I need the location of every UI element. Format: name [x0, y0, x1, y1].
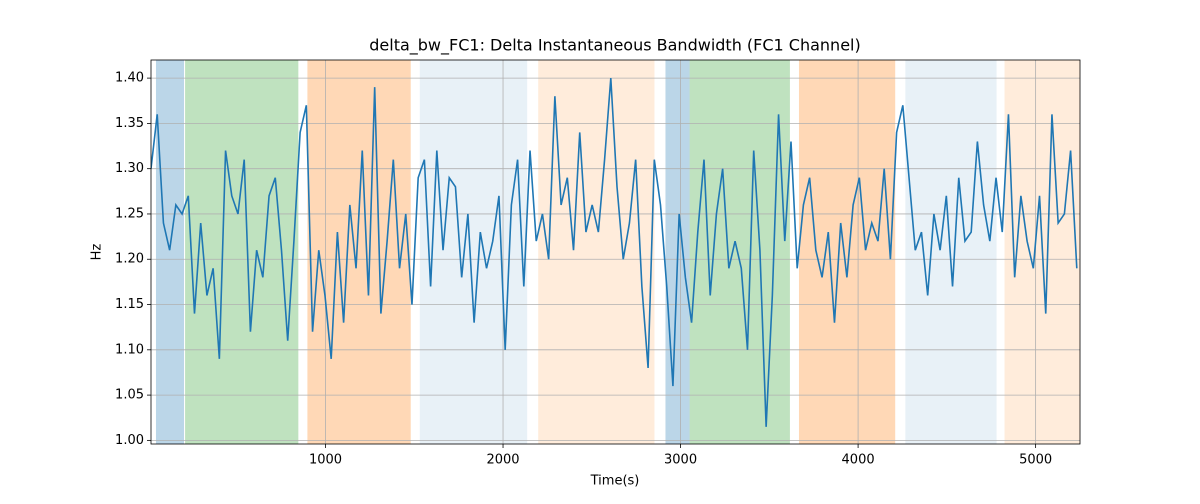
data-line [151, 78, 1078, 427]
x-tick-label: 1000 [309, 453, 342, 468]
span [538, 60, 655, 444]
y-tick-label: 1.15 [115, 297, 144, 312]
x-tick-label: 2000 [486, 453, 519, 468]
y-tick-label: 1.30 [115, 161, 144, 176]
x-tick-label: 4000 [842, 453, 875, 468]
y-tick-label: 1.05 [115, 388, 144, 403]
y-tick-label: 1.10 [115, 342, 144, 357]
y-tick-label: 1.25 [115, 206, 144, 221]
x-tick-label: 5000 [1019, 453, 1052, 468]
plot-frame [150, 59, 1081, 445]
span [307, 60, 411, 444]
span [689, 60, 790, 444]
y-axis-label: Hz [90, 244, 105, 261]
y-tick-label: 1.00 [115, 433, 144, 448]
chart-title: delta_bw_FC1: Delta Instantaneous Bandwi… [369, 36, 860, 56]
span [155, 60, 185, 444]
y-tick-label: 1.40 [115, 71, 144, 86]
span [419, 60, 528, 444]
x-tick-label: 3000 [664, 453, 697, 468]
span [798, 60, 896, 444]
y-tick-label: 1.35 [115, 116, 144, 131]
x-axis-label: Time(s) [590, 474, 640, 489]
y-tick-label: 1.20 [115, 252, 144, 267]
